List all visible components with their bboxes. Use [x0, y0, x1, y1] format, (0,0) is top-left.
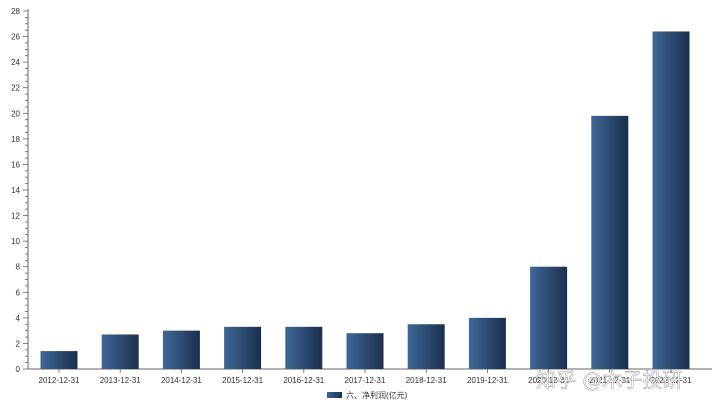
x-tick-label: 2020-12-31 [528, 376, 569, 385]
bar [101, 334, 139, 369]
bar [530, 266, 568, 369]
y-tick-label: 16 [11, 160, 20, 169]
y-tick-label: 8 [16, 263, 21, 272]
y-tick-label: 6 [16, 288, 21, 297]
watermark-text: 知乎 @木子投研 [536, 368, 682, 392]
bar [591, 115, 629, 369]
bar [407, 324, 445, 369]
bar [162, 330, 200, 369]
x-tick-label: 2013-12-31 [100, 376, 141, 385]
y-tick-label: 4 [16, 314, 21, 323]
bar [224, 326, 262, 369]
legend: 六、净利润(亿元) [327, 390, 408, 400]
bar-series [40, 31, 690, 369]
legend-swatch [327, 392, 342, 398]
bar [652, 31, 690, 369]
x-tick-label: 2018-12-31 [406, 376, 447, 385]
bar [468, 317, 506, 369]
y-tick-label: 28 [11, 7, 20, 16]
y-tick-label: 22 [11, 84, 20, 93]
y-tick-label: 12 [11, 212, 20, 221]
bar [285, 326, 323, 369]
x-tick-label: 2017-12-31 [345, 376, 386, 385]
x-tick-label: 2022-12-31 [651, 376, 692, 385]
y-tick-label: 18 [11, 135, 20, 144]
legend-label: 六、净利润(亿元) [346, 390, 408, 400]
y-tick-label: 0 [16, 365, 21, 374]
y-tick-label: 26 [11, 33, 20, 42]
bar [40, 351, 78, 369]
y-tick-label: 20 [11, 109, 20, 118]
x-tick-label: 2021-12-31 [589, 376, 630, 385]
x-tick-label: 2014-12-31 [161, 376, 202, 385]
y-tick-label: 24 [11, 58, 20, 67]
y-tick-label: 14 [11, 186, 20, 195]
y-tick-label: 10 [11, 237, 20, 246]
bar [346, 333, 384, 369]
x-tick-label: 2012-12-31 [39, 376, 80, 385]
y-tick-label: 2 [16, 339, 21, 348]
x-tick-label: 2015-12-31 [222, 376, 263, 385]
x-tick-label: 2019-12-31 [467, 376, 508, 385]
x-tick-label: 2016-12-31 [283, 376, 324, 385]
x-axis: 2012-12-31 2013-12-31 2014-12-31 2015-12-31… [28, 368, 712, 385]
